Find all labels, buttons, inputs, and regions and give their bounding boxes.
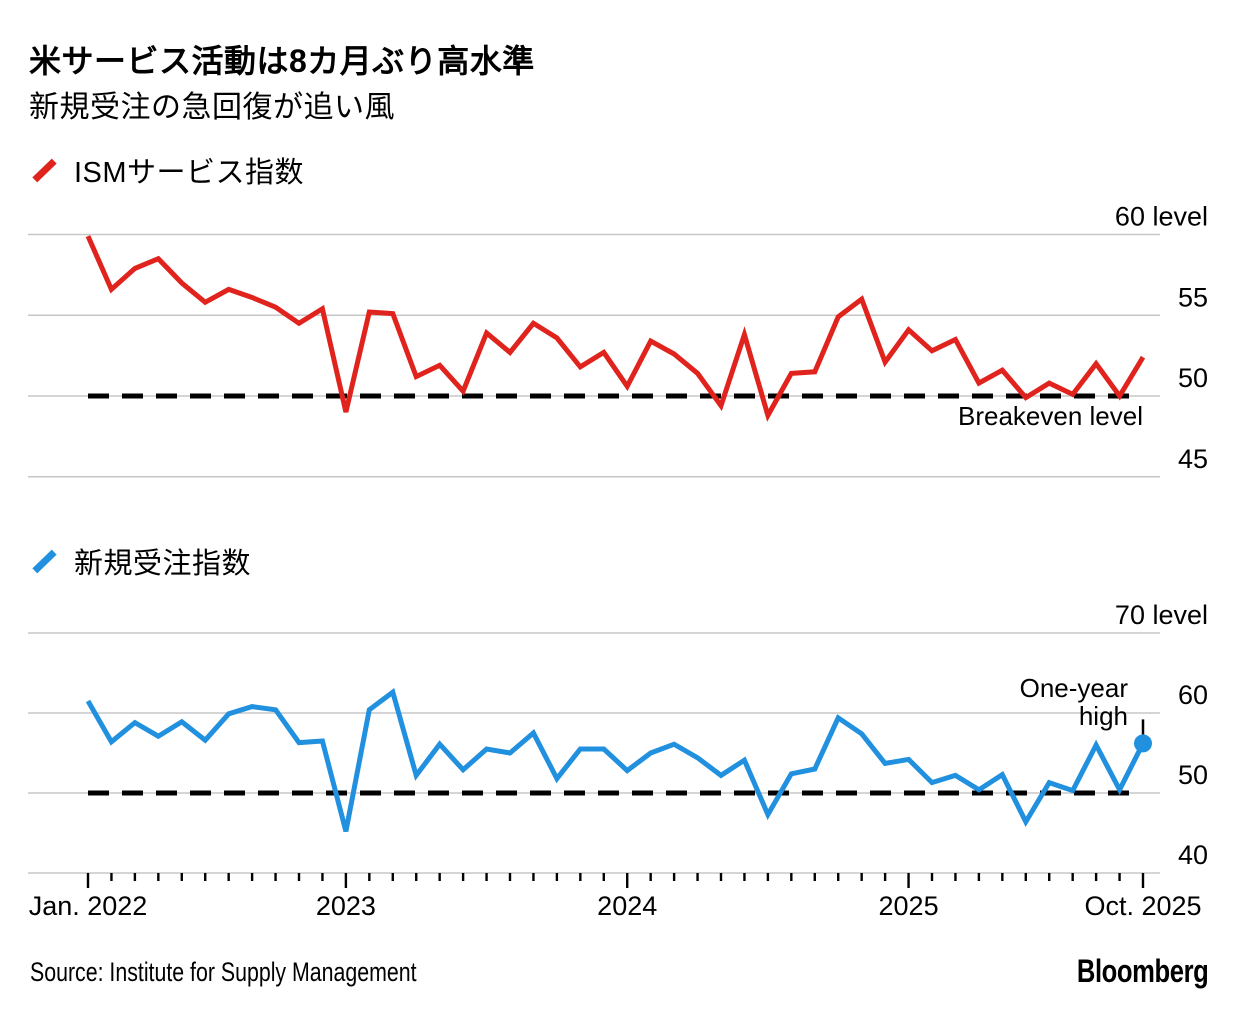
x-axis-tick-label: Oct. 2025 [1084,891,1201,921]
ism-services-chart: 60 level 55 50 45 Breakeven level [28,202,1208,478]
y-axis-tick-label: 60 level [1115,202,1208,232]
annotation-text: high [1079,701,1128,731]
y-axis-tick-label: 55 [1178,282,1208,312]
x-axis-tick-label: 2025 [879,891,939,921]
legend-new-orders-label: 新規受注指数 [74,548,252,580]
ism-services-chart-line [85,235,1146,422]
page-title: 米サービス活動は8カ月ぶり高水準 [29,43,535,79]
new-orders-chart: 70 level 60 50 40 Jan. 2022 2023 2024 2025 Oct. … [28,600,1208,921]
y-axis-tick-label: 50 [1178,363,1208,393]
legend-ism-services: ISMサービス指数 [31,149,304,191]
source-note: Source: Institute for Supply Management [30,957,417,987]
x-axis-tick-label: Jan. 2022 [29,891,148,921]
page-subtitle: 新規受注の急回復が追い風 [29,91,395,124]
breakeven-label: Breakeven level [958,401,1143,431]
y-axis-tick-label: 60 [1178,680,1208,710]
y-axis-tick-label: 50 [1178,760,1208,790]
y-axis-tick-label: 40 [1178,840,1208,870]
bloomberg-logo: Bloomberg [1076,953,1208,989]
x-axis-tick-label: 2024 [597,891,657,921]
x-axis-tick-label: 2023 [316,891,376,921]
annotation-text: One-year [1020,673,1129,703]
new-orders-chart-line [85,688,1146,833]
last-point-marker [1134,734,1152,753]
y-axis-tick-label: 70 level [1115,600,1208,630]
y-axis-tick-label: 45 [1178,444,1208,474]
legend-new-orders: 新規受注指数 [31,540,251,582]
legend-ism-services-label: ISMサービス指数 [74,157,305,189]
